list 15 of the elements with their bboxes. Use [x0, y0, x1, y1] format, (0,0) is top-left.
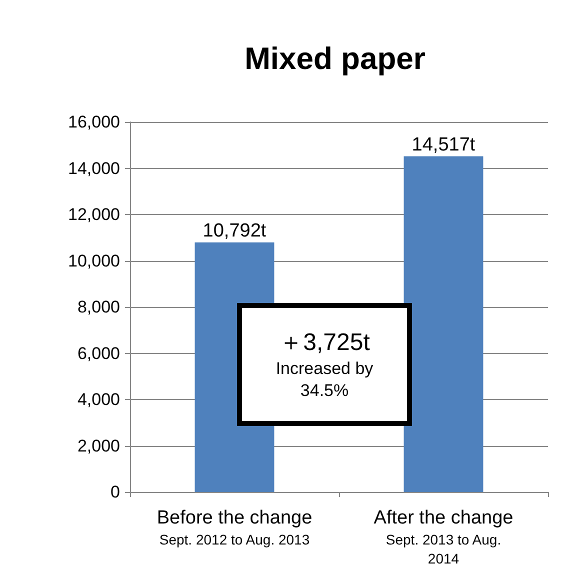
data-label: 14,517t [412, 134, 476, 156]
x-tick-label: After the change Sept. 2013 to Aug. 2014 [374, 508, 514, 566]
y-tick-label: 6,000 [77, 344, 120, 363]
y-tick-label: 14,000 [68, 158, 120, 178]
chart-title: Mixed paper [244, 41, 426, 76]
x-tick-label: Before the change Sept. 2012 to Aug. 2013 [156, 508, 312, 548]
annotation: ＋3,725t Increased by 34.5% [276, 329, 374, 400]
y-tick-label: 4,000 [77, 390, 120, 409]
y-tick-label: 8,000 [77, 298, 120, 316]
y-tick-label: 0 [110, 482, 120, 502]
data-label: 10,792t [202, 220, 267, 242]
y-tick-label: 2,000 [77, 436, 120, 456]
y-tick-label: 16,000 [68, 112, 120, 132]
y-tick-label: 10,000 [68, 251, 120, 270]
y-tick-label: 12,000 [68, 205, 120, 224]
